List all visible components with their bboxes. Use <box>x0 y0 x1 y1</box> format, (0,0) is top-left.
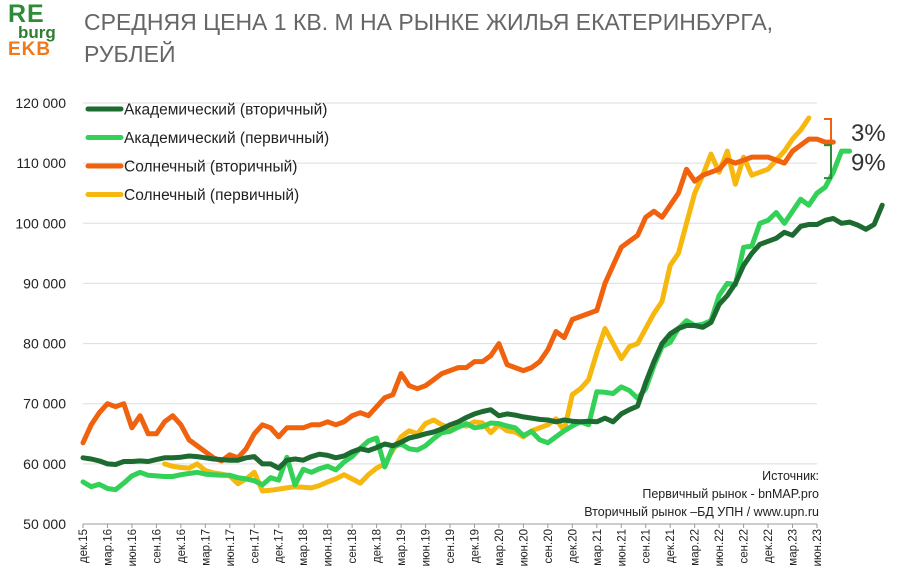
x-tick-label: мар.23 <box>788 529 800 566</box>
x-tick-label: сен.18 <box>347 529 359 563</box>
x-tick-label: мар.20 <box>494 529 506 566</box>
legend-label: Академический (вторичный) <box>124 102 327 119</box>
annotation-label: 3% <box>851 120 886 147</box>
x-tick-label: мар.19 <box>396 529 408 566</box>
annotation-label: 9% <box>851 150 886 177</box>
y-tick-label: 80 000 <box>23 336 66 352</box>
x-tick-label: мар.16 <box>102 529 114 566</box>
reburg-ekb-logo: RE burg EKB <box>8 0 60 60</box>
legend-label: Солнечный (вторичный) <box>124 159 297 176</box>
x-tick-label: дек.20 <box>567 529 579 563</box>
logo-burg: burg <box>18 23 56 42</box>
series-lines <box>80 115 885 494</box>
annotations: 3%9% <box>824 118 886 180</box>
x-tick-label: сен.20 <box>543 529 555 563</box>
y-tick-label: 70 000 <box>23 396 66 412</box>
x-tick-label: июн.19 <box>421 529 433 566</box>
y-tick-label: 50 000 <box>23 516 66 532</box>
source-heading: Источник: <box>762 469 819 483</box>
x-tick-label: сен.21 <box>641 529 653 563</box>
source-secondary: Вторичный рынок –БД УПН / www.upn.ru <box>584 505 819 519</box>
legend: Академический (вторичный) Академический (… <box>85 102 329 204</box>
x-tick-label: июн.18 <box>323 529 335 566</box>
x-tick-label: сен.16 <box>151 529 163 563</box>
x-tick-label: мар.21 <box>592 529 604 566</box>
y-tick-label: 100 000 <box>15 215 66 231</box>
x-tick-label: сен.19 <box>445 529 457 563</box>
logo-re: RE <box>8 0 45 28</box>
y-tick-label: 120 000 <box>15 95 66 111</box>
x-tick-label: июн.23 <box>812 529 824 566</box>
x-axis-ticks: дек.15 мар.16 июн.16 сен.16 дек.16 мар.17 июн.… <box>78 524 824 566</box>
x-tick-label: дек.17 <box>274 529 286 563</box>
chart-title: СРЕДНЯЯ ЦЕНА 1 КВ. М НА РЫНКЕ ЖИЛЬЯ ЕКАТ… <box>84 9 774 67</box>
y-tick-label: 60 000 <box>23 456 66 472</box>
x-tick-label: июн.22 <box>714 529 726 566</box>
annotation-bracket <box>824 144 832 180</box>
x-tick-label: дек.18 <box>372 529 384 563</box>
source-note: Источник: Первичный рынок - bnMAP.pro Вт… <box>499 467 819 521</box>
series-line <box>80 148 853 493</box>
x-tick-label: мар.22 <box>690 529 702 566</box>
x-tick-label: июн.16 <box>127 529 139 566</box>
logo-ekb: EKB <box>8 39 52 60</box>
x-tick-label: дек.22 <box>763 529 775 563</box>
x-tick-label: дек.15 <box>78 529 90 563</box>
legend-label: Солнечный (первичный) <box>124 187 299 204</box>
x-tick-label: июн.17 <box>225 529 237 566</box>
x-tick-label: дек.21 <box>665 529 677 563</box>
legend-label: Академический (первичный) <box>124 130 329 147</box>
x-tick-label: дек.16 <box>176 529 188 563</box>
x-tick-label: июн.20 <box>518 529 530 566</box>
x-tick-label: дек.19 <box>469 529 481 563</box>
x-tick-label: мар.18 <box>298 529 310 566</box>
x-tick-label: сен.17 <box>249 529 261 563</box>
y-axis-ticks: 50 000 60 000 70 000 80 000 90 000 100 000 110… <box>15 95 66 532</box>
series-line <box>80 202 885 471</box>
x-tick-label: сен.22 <box>739 529 751 563</box>
y-tick-label: 90 000 <box>23 275 66 291</box>
source-primary: Первичный рынок - bnMAP.pro <box>642 487 819 501</box>
x-tick-label: июн.21 <box>616 529 628 566</box>
series-line <box>80 136 836 464</box>
x-tick-label: мар.17 <box>200 529 212 566</box>
y-tick-label: 110 000 <box>16 155 66 171</box>
